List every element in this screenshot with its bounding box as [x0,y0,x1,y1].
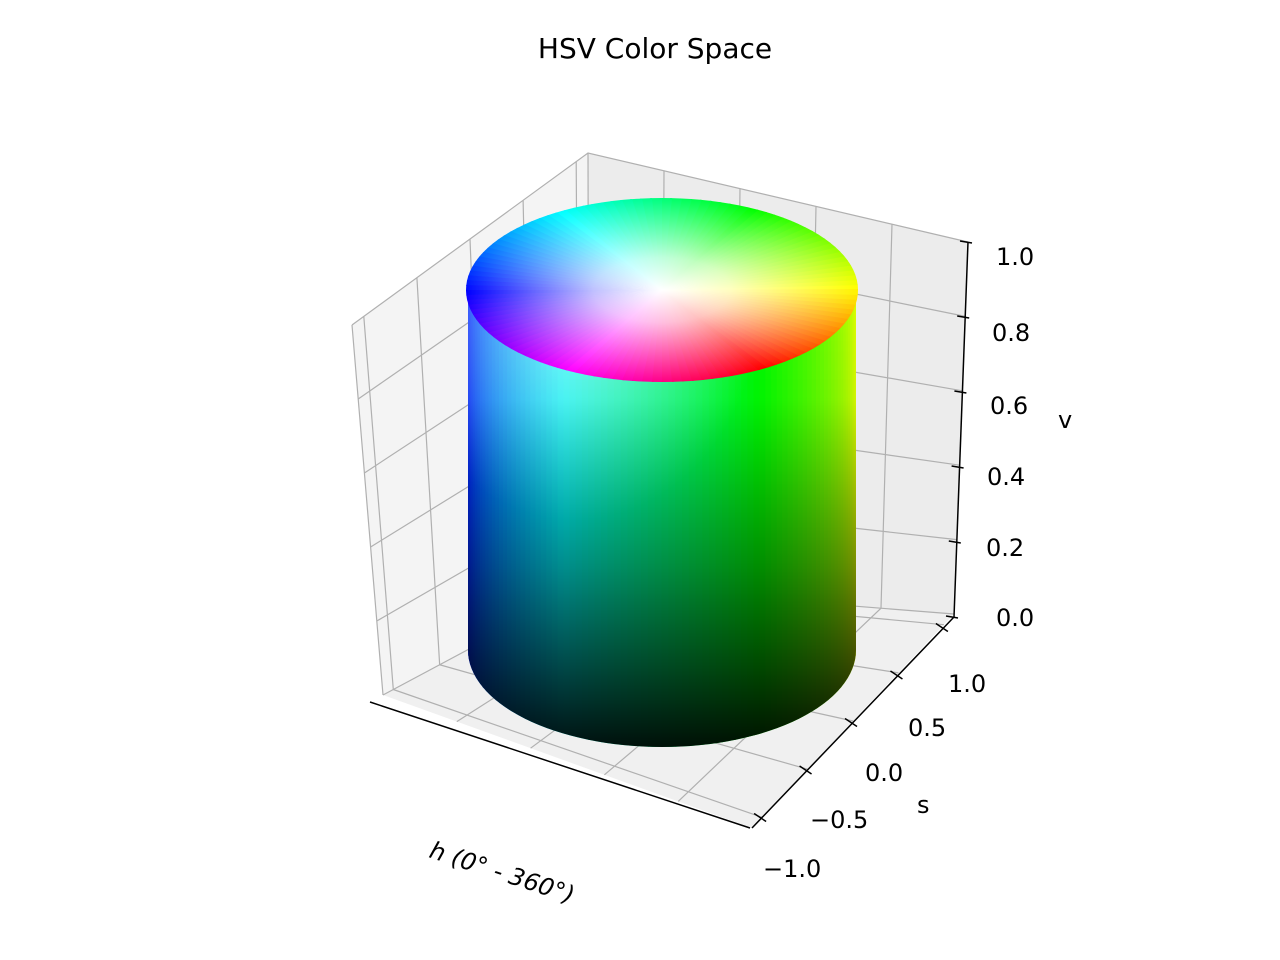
y-tick [935,622,949,633]
tick-marks [753,240,973,823]
y-tick [799,765,812,775]
z-tick [954,390,967,394]
y-tick [890,670,903,680]
z-tick-label: 0.4 [987,463,1025,491]
y-tick-label: 0.5 [908,714,946,742]
x-axis-line [369,701,751,829]
chart-title: HSV Color Space [538,32,772,65]
z-tick-label: 0.8 [992,319,1030,347]
cylinder-surface [466,198,858,747]
y-axis-label: s [917,791,930,819]
z-axis-label: v [1058,406,1072,434]
x-axis-label: h (0° - 360°) [426,836,578,909]
z-tick [945,615,959,619]
z-tick [957,315,970,319]
pane-edge [351,324,384,696]
y-tick-label: −0.5 [810,806,868,834]
y-tick-label: 1.0 [948,670,986,698]
z-tick-label: 0.6 [990,392,1028,420]
z-tick-label: 1.0 [996,243,1034,271]
y-tick [753,812,767,823]
z-tick [951,465,964,469]
z-tick-label: 0.2 [986,534,1024,562]
z-axis-line [953,241,969,618]
z-tick [948,540,961,544]
y-axis-line [751,616,955,829]
y-tick-label: 0.0 [865,759,903,787]
z-tick-label: 0.0 [996,604,1034,632]
grid-line [363,316,763,818]
y-tick [844,717,858,728]
z-tick [959,240,973,244]
y-tick-label: −1.0 [763,855,821,883]
